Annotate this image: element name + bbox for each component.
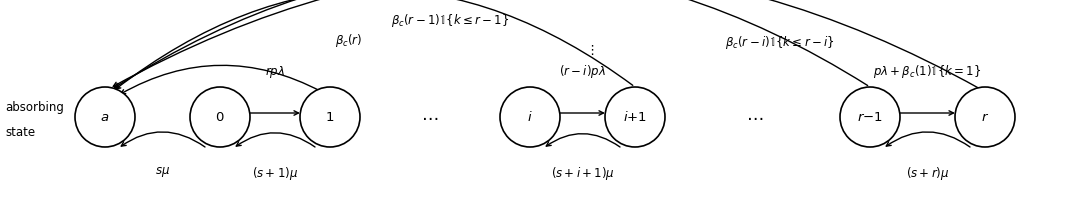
- Text: $i$: $i$: [527, 110, 533, 124]
- Text: $r$: $r$: [981, 111, 989, 123]
- Text: $(s+i+1)\mu$: $(s+i+1)\mu$: [550, 165, 615, 182]
- Text: $p\lambda + \beta_c(1)\mathbb{1}\{k=1\}$: $p\lambda + \beta_c(1)\mathbb{1}\{k=1\}$: [873, 63, 982, 80]
- Circle shape: [840, 87, 900, 147]
- Text: $\vdots$: $\vdots$: [586, 43, 594, 57]
- Text: $a$: $a$: [101, 111, 109, 123]
- Circle shape: [500, 87, 560, 147]
- Text: $(s+1)\mu$: $(s+1)\mu$: [252, 165, 298, 182]
- Circle shape: [75, 87, 135, 147]
- Circle shape: [190, 87, 250, 147]
- Circle shape: [955, 87, 1015, 147]
- Text: $0$: $0$: [216, 111, 224, 123]
- Text: $(s+r)\mu$: $(s+r)\mu$: [906, 165, 950, 182]
- Text: $\beta_c(r-i)\mathbb{1}\{k \leq r-i\}$: $\beta_c(r-i)\mathbb{1}\{k \leq r-i\}$: [725, 34, 835, 51]
- Text: $\cdots$: $\cdots$: [747, 108, 764, 126]
- Text: $\cdots$: $\cdots$: [422, 108, 439, 126]
- Text: $\beta_c(r-1)\mathbb{1}\{k \leq r-1\}$: $\beta_c(r-1)\mathbb{1}\{k \leq r-1\}$: [391, 12, 509, 29]
- Text: $r{-}1$: $r{-}1$: [857, 111, 883, 123]
- Text: $rp\lambda$: $rp\lambda$: [265, 64, 285, 80]
- Circle shape: [300, 87, 361, 147]
- Circle shape: [605, 87, 665, 147]
- Text: state: state: [5, 125, 35, 139]
- Text: $i{+}1$: $i{+}1$: [623, 110, 647, 124]
- Text: $s\mu$: $s\mu$: [155, 165, 170, 179]
- Text: absorbing: absorbing: [5, 101, 64, 113]
- Text: $1$: $1$: [325, 111, 335, 123]
- Text: $\beta_c(r)$: $\beta_c(r)$: [335, 32, 363, 49]
- Text: $(r-i)p\lambda$: $(r-i)p\lambda$: [559, 63, 606, 80]
